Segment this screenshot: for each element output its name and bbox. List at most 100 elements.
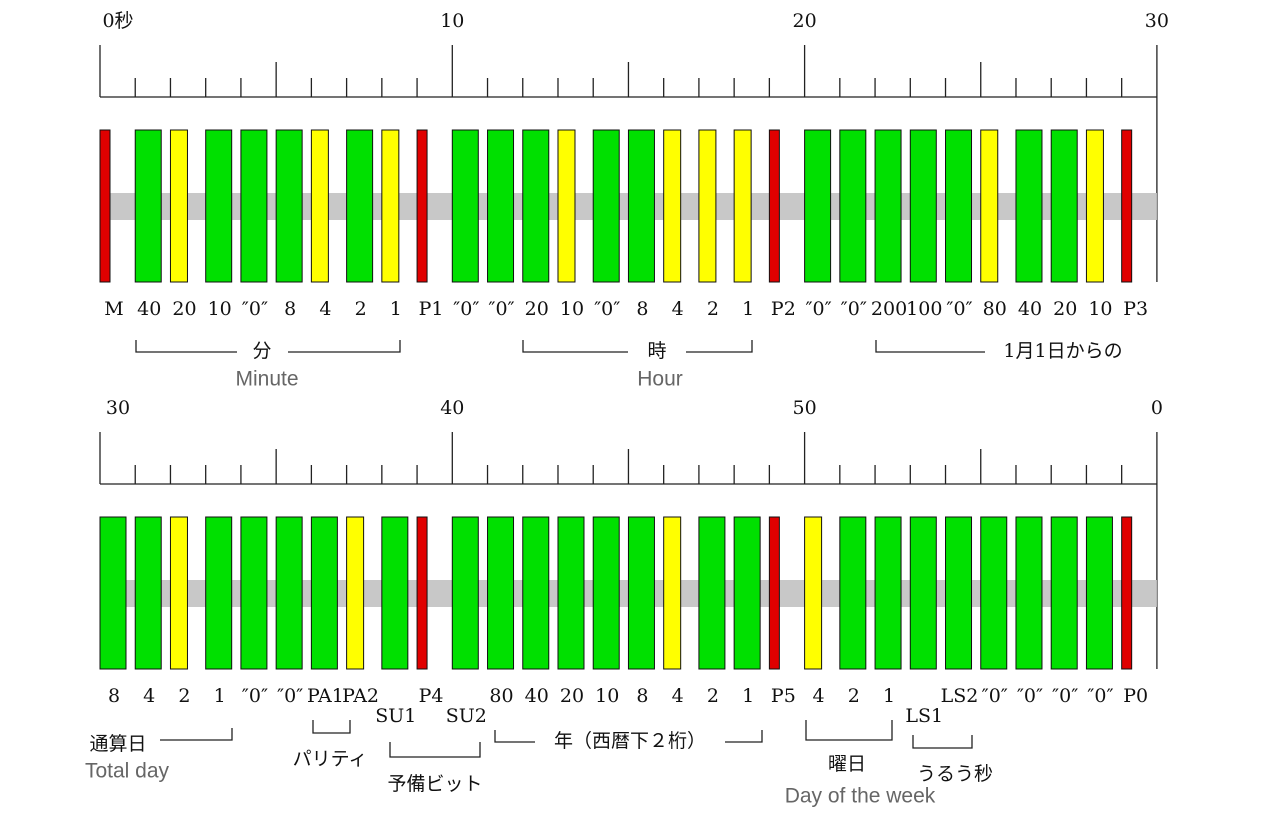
bracket	[494, 730, 763, 743]
bit-label: 1	[742, 298, 754, 320]
bit-label: ″0″	[982, 685, 1008, 707]
bracket	[389, 742, 481, 758]
bit-label: 8	[636, 685, 648, 707]
bit-label: 80	[489, 685, 513, 707]
bit-label: 40	[137, 298, 161, 320]
group-label: 通算日	[89, 733, 146, 755]
bit-label: P5	[771, 685, 796, 707]
pulse	[980, 129, 999, 283]
bit-label: 1	[883, 685, 895, 707]
pulse	[346, 516, 365, 670]
bit-label: ″0″	[242, 685, 268, 707]
bit-label: 8	[284, 298, 296, 320]
bit-label: 2	[178, 685, 190, 707]
group-label: 予備ビット	[387, 773, 482, 795]
bit-label: 80	[983, 298, 1007, 320]
group-sublabel: Hour	[637, 368, 683, 391]
pulse	[768, 129, 780, 283]
bit-label: ″0″	[453, 298, 479, 320]
bit-label: ″0″	[946, 298, 972, 320]
pulse	[804, 516, 823, 670]
bit-label: ″0″	[841, 298, 867, 320]
bracket	[160, 728, 233, 741]
pulse	[205, 516, 233, 670]
pulse	[1085, 129, 1104, 283]
pulse	[134, 129, 162, 283]
bit-label: 2	[707, 298, 719, 320]
bit-label: 20	[525, 298, 549, 320]
bit-label: ″0″	[1052, 685, 1078, 707]
bit-label: 20	[172, 298, 196, 320]
pulse	[381, 129, 400, 283]
bit-label: ″0″	[594, 298, 620, 320]
bit-label: 10	[208, 298, 232, 320]
pulse	[627, 129, 655, 283]
bit-label: 2	[707, 685, 719, 707]
pulse	[663, 129, 682, 283]
bit-label: P1	[419, 298, 444, 320]
pulse	[557, 129, 576, 283]
pulse	[240, 129, 268, 283]
bit-label: ″0″	[242, 298, 268, 320]
ruler-label: 30	[106, 397, 130, 419]
pulse	[909, 129, 937, 283]
ruler-label: 10	[440, 10, 464, 32]
group-label: うるう秒	[917, 763, 993, 785]
bit-label: 1	[390, 298, 402, 320]
bracket	[912, 735, 973, 749]
bit-label: 4	[813, 685, 825, 707]
group-sublabel: Total day	[85, 760, 170, 783]
bracket	[805, 720, 893, 741]
pulse	[1121, 129, 1133, 283]
pulse	[310, 129, 329, 283]
pulse	[310, 516, 338, 670]
bit-label: 200	[871, 298, 907, 320]
pulse	[275, 516, 303, 670]
bit-label: ″0″	[488, 298, 514, 320]
pulse	[169, 516, 188, 670]
pulse	[592, 129, 620, 283]
bit-label: M	[104, 298, 123, 320]
group-label: パリティ	[293, 748, 368, 770]
bracket	[312, 720, 351, 734]
bit-label: 8	[108, 685, 120, 707]
group-label: 分	[252, 340, 271, 362]
bit-label: PA2	[342, 685, 379, 707]
pulse	[1121, 516, 1133, 670]
pulse	[1015, 129, 1043, 283]
pulse	[169, 129, 188, 283]
bit-label: 20	[560, 685, 584, 707]
bit-label: 10	[595, 685, 619, 707]
pulse	[416, 516, 428, 670]
pulse	[945, 129, 973, 283]
pulse	[733, 129, 752, 283]
pulse	[874, 516, 902, 670]
pulse	[768, 516, 780, 670]
bit-label: P4	[419, 685, 444, 707]
ruler-label: 0	[1151, 397, 1163, 419]
bit-label: 40	[525, 685, 549, 707]
pulse	[557, 516, 585, 670]
bracket	[135, 340, 401, 353]
bit-label: 20	[1053, 298, 1077, 320]
group-label: 年（西暦下２桁）	[554, 730, 706, 752]
bit-label: 2	[355, 298, 367, 320]
ruler-label: 20	[793, 10, 817, 32]
pulse	[592, 516, 620, 670]
pulse	[381, 516, 409, 670]
bit-label: ″0″	[1087, 685, 1113, 707]
pulse	[627, 516, 655, 670]
pulse	[980, 516, 1008, 670]
ruler-label: 40	[440, 397, 464, 419]
bit-label: 40	[1018, 298, 1042, 320]
bit-label: PA1	[307, 685, 344, 707]
bit-label: 2	[848, 685, 860, 707]
pulse	[839, 516, 867, 670]
bit-label: 10	[560, 298, 584, 320]
group-sublabel: Day of the week	[785, 785, 936, 808]
pulse	[874, 129, 902, 283]
bit-label: ″0″	[1017, 685, 1043, 707]
bit-label: 10	[1088, 298, 1112, 320]
pulse	[804, 129, 832, 283]
ruler-label: 50	[793, 397, 817, 419]
